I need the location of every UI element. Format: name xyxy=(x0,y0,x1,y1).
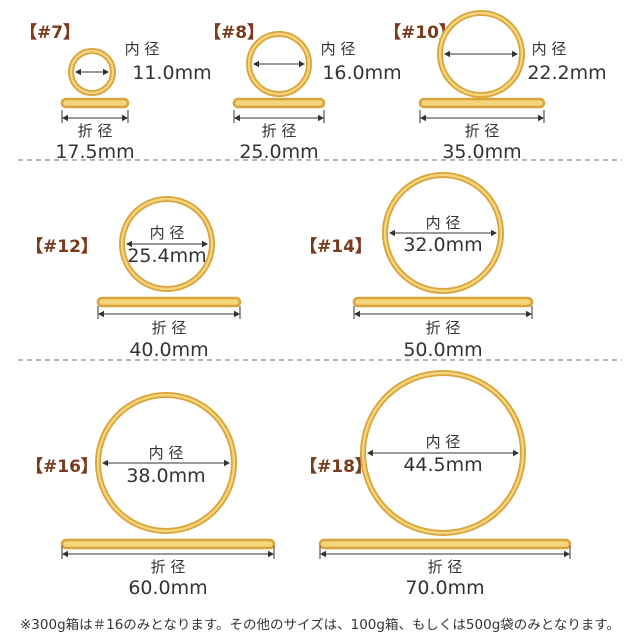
inner-diameter-label: 内 径 xyxy=(149,444,184,462)
fold-width-value: 50.0mm xyxy=(403,339,482,361)
size-tag: 【#16】 xyxy=(26,456,98,477)
fold-width-label: 折 径 xyxy=(426,319,461,337)
rubber-band-ring-highlight xyxy=(120,197,214,291)
fold-width-label: 折 径 xyxy=(152,319,187,337)
inner-diameter-arrow-head-left xyxy=(444,50,450,58)
fold-width-arrow-head-left xyxy=(62,550,68,558)
rubber-band-ring-highlight xyxy=(383,173,503,293)
size-tag: 【#8】 xyxy=(204,22,264,43)
inner-diameter-label: 内 径 xyxy=(321,40,356,58)
flattened-band xyxy=(96,296,242,308)
fold-width-value: 17.5mm xyxy=(55,141,134,163)
inner-diameter-label: 内 径 xyxy=(125,40,160,58)
rubber-band-ring-highlight xyxy=(361,371,525,535)
flattened-band xyxy=(60,97,130,109)
fold-width-arrow-head-right xyxy=(538,114,544,122)
inner-diameter-arrow-head-right xyxy=(491,229,497,237)
inner-diameter-arrow-head-left xyxy=(389,229,395,237)
inner-diameter-value: 16.0mm xyxy=(322,62,401,84)
size-tag: 【#12】 xyxy=(26,236,98,257)
fold-width-label: 折 径 xyxy=(262,122,297,140)
inner-diameter-value: 38.0mm xyxy=(126,465,205,487)
fold-width-label: 折 径 xyxy=(465,122,500,140)
flattened-band xyxy=(318,538,572,550)
band-item: 【#10】内 径 22.2mm 折 径35.0mm xyxy=(384,10,607,163)
footnote: ※300g箱は＃16のみとなります。その他のサイズは、100g箱、もしくは500… xyxy=(20,617,620,633)
fold-width-arrow-head-left xyxy=(354,310,360,318)
inner-diameter-label: 内 径 xyxy=(150,224,185,242)
inner-diameter-arrow-head-right xyxy=(224,459,230,467)
size-tag: 【#10】 xyxy=(384,22,456,43)
fold-width-arrow-head-left xyxy=(62,114,68,122)
band-item: 【#16】 内 径 38.0mm 折 径60.0mm xyxy=(26,392,276,599)
fold-width-arrow-head-right xyxy=(564,550,570,558)
fold-width-arrow-head-right xyxy=(318,114,324,122)
inner-diameter-label: 内 径 xyxy=(532,40,567,58)
fold-width-value: 35.0mm xyxy=(442,141,521,163)
fold-width-value: 25.0mm xyxy=(239,141,318,163)
band-item: 【#14】 内 径 32.0mm 折 径 50.0mm xyxy=(300,172,534,361)
band-item: 【#12】 内 径 25.4mm 折 径 40.0mm xyxy=(26,196,242,361)
inner-diameter-value: 32.0mm xyxy=(403,234,482,256)
inner-diameter-label: 内 径 xyxy=(426,214,461,232)
fold-width-value: 70.0mm xyxy=(405,577,484,599)
rubber-band-ring-highlight xyxy=(96,393,236,533)
fold-width-arrow-head-right xyxy=(234,310,240,318)
inner-diameter-arrow-head-right xyxy=(512,50,518,58)
fold-width-arrow-head-left xyxy=(98,310,104,318)
size-tag: 【#14】 xyxy=(300,236,372,257)
inner-diameter-value: 22.2mm xyxy=(527,62,606,84)
inner-diameter-arrow-head-right xyxy=(513,449,519,457)
inner-diameter-arrow-head-left xyxy=(75,68,81,76)
fold-width-value: 60.0mm xyxy=(128,577,207,599)
flattened-band xyxy=(352,296,534,308)
inner-diameter-label: 内 径 xyxy=(426,433,461,451)
inner-diameter-arrow-head-right xyxy=(299,60,305,68)
fold-width-arrow-head-left xyxy=(320,550,326,558)
rubber-band-ring-highlight xyxy=(69,49,115,95)
inner-diameter-arrow-head-left xyxy=(253,60,259,68)
size-tag: 【#18】 xyxy=(300,456,372,477)
inner-diameter-arrow-head-right xyxy=(103,68,109,76)
band-item: 【#7】内 径 11.0mm 折 径17.5mm xyxy=(20,22,212,163)
band-item: 【#18】 内 径 44.5mm 折 径70.0mm xyxy=(300,370,572,599)
flattened-band xyxy=(232,97,326,109)
flattened-band xyxy=(418,97,546,109)
fold-width-label: 折 径 xyxy=(78,122,113,140)
flattened-band xyxy=(60,538,276,550)
fold-width-arrow-head-left xyxy=(234,114,240,122)
rubber-band-ring-highlight xyxy=(247,32,311,96)
fold-width-arrow-head-right xyxy=(268,550,274,558)
fold-width-value: 40.0mm xyxy=(129,339,208,361)
fold-width-arrow-head-right xyxy=(122,114,128,122)
inner-diameter-arrow-head-right xyxy=(202,240,208,248)
inner-diameter-value: 11.0mm xyxy=(132,62,211,84)
size-tag: 【#7】 xyxy=(20,22,80,43)
inner-diameter-value: 25.4mm xyxy=(127,245,206,267)
inner-diameter-arrow-head-left xyxy=(102,459,108,467)
fold-width-label: 折 径 xyxy=(428,558,463,576)
fold-width-arrow-head-left xyxy=(420,114,426,122)
inner-diameter-value: 44.5mm xyxy=(403,454,482,476)
rubber-band-ring-highlight xyxy=(438,11,524,97)
inner-diameter-arrow-head-left xyxy=(126,240,132,248)
band-item: 【#8】内 径 16.0mm 折 径25.0mm xyxy=(204,22,402,163)
fold-width-label: 折 径 xyxy=(151,558,186,576)
fold-width-arrow-head-right xyxy=(526,310,532,318)
inner-diameter-arrow-head-left xyxy=(367,449,373,457)
